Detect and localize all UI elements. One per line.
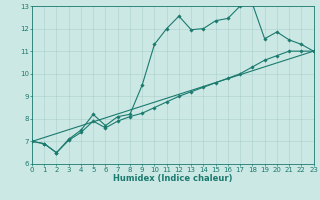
X-axis label: Humidex (Indice chaleur): Humidex (Indice chaleur) (113, 174, 233, 183)
